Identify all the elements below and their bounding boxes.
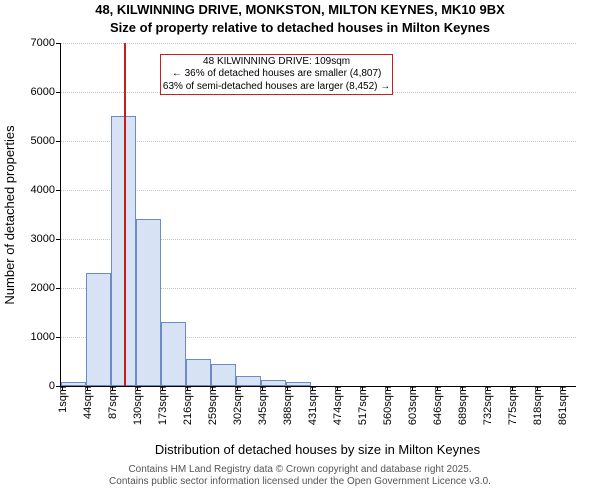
xtick-label: 302sqm xyxy=(230,386,244,425)
annotation-box: 48 KILWINNING DRIVE: 109sqm← 36% of deta… xyxy=(160,54,393,96)
annotation-line: ← 36% of detached houses are smaller (4,… xyxy=(163,68,390,81)
gridline xyxy=(61,43,576,44)
ytick-label: 2000 xyxy=(31,282,61,294)
histogram-bar xyxy=(236,376,261,386)
histogram-bar xyxy=(136,219,161,386)
xtick-label: 818sqm xyxy=(530,386,544,425)
y-axis-label: Number of detached properties xyxy=(2,125,17,304)
xtick-label: 1sqm xyxy=(55,386,69,413)
xtick-label: 732sqm xyxy=(480,386,494,425)
xtick-label: 259sqm xyxy=(205,386,219,425)
footer-attribution: Contains HM Land Registry data © Crown c… xyxy=(0,464,600,488)
xtick-label: 388sqm xyxy=(280,386,294,425)
chart-title-line1: 48, KILWINNING DRIVE, MONKSTON, MILTON K… xyxy=(0,2,600,17)
xtick-label: 689sqm xyxy=(455,386,469,425)
gridline xyxy=(61,141,576,142)
xtick-label: 130sqm xyxy=(130,386,144,425)
reference-line xyxy=(124,43,126,386)
xtick-label: 345sqm xyxy=(255,386,269,425)
footer-line1: Contains HM Land Registry data © Crown c… xyxy=(0,464,600,476)
xtick-label: 775sqm xyxy=(505,386,519,425)
xtick-label: 216sqm xyxy=(180,386,194,425)
xtick-label: 517sqm xyxy=(355,386,369,425)
xtick-label: 474sqm xyxy=(330,386,344,425)
chart-title-line2: Size of property relative to detached ho… xyxy=(0,20,600,35)
gridline xyxy=(61,190,576,191)
ytick-label: 6000 xyxy=(31,86,61,98)
histogram-bar xyxy=(161,322,186,386)
xtick-label: 173sqm xyxy=(155,386,169,425)
plot-area: 0100020003000400050006000700048 KILWINNI… xyxy=(60,43,576,387)
annotation-line: 48 KILWINNING DRIVE: 109sqm xyxy=(163,56,390,69)
histogram-bar xyxy=(86,273,111,386)
chart-container: 48, KILWINNING DRIVE, MONKSTON, MILTON K… xyxy=(0,0,600,500)
xtick-label: 87sqm xyxy=(105,386,119,419)
ytick-label: 3000 xyxy=(31,233,61,245)
histogram-bar xyxy=(186,359,211,386)
annotation-line: 63% of semi-detached houses are larger (… xyxy=(163,81,390,94)
xtick-label: 560sqm xyxy=(380,386,394,425)
xtick-label: 603sqm xyxy=(405,386,419,425)
ytick-label: 5000 xyxy=(31,135,61,147)
xtick-label: 646sqm xyxy=(430,386,444,425)
xtick-label: 44sqm xyxy=(80,386,94,419)
ytick-label: 7000 xyxy=(31,37,61,49)
xtick-label: 431sqm xyxy=(305,386,319,425)
footer-line2: Contains public sector information licen… xyxy=(0,476,600,488)
ytick-label: 1000 xyxy=(31,331,61,343)
histogram-bar xyxy=(211,364,236,386)
ytick-label: 4000 xyxy=(31,184,61,196)
x-axis-label: Distribution of detached houses by size … xyxy=(60,442,575,457)
xtick-label: 861sqm xyxy=(555,386,569,425)
